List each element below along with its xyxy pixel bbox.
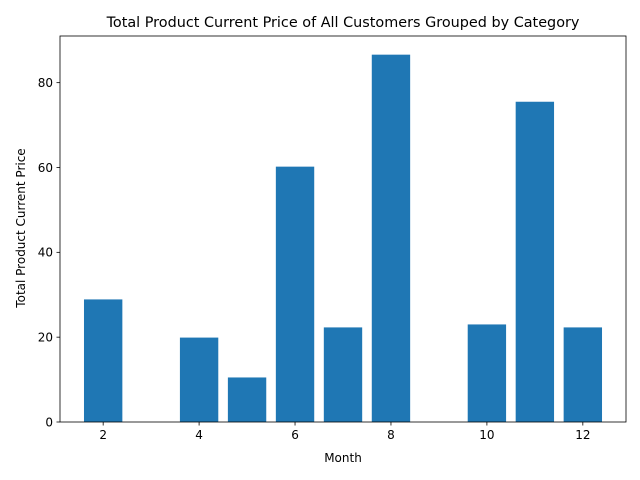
y-axis-label: Total Product Current Price bbox=[14, 148, 28, 308]
y-axis: 0 20 40 60 80 bbox=[38, 76, 60, 429]
y-tick-label: 60 bbox=[38, 161, 53, 175]
chart-title: Total Product Current Price of All Custo… bbox=[106, 15, 580, 31]
x-tick-label: 12 bbox=[575, 428, 590, 442]
x-tick-label: 2 bbox=[99, 428, 107, 442]
y-tick-label: 20 bbox=[38, 330, 53, 344]
bar-month-11 bbox=[515, 101, 555, 422]
bar-month-2 bbox=[83, 299, 123, 422]
x-tick-label: 4 bbox=[195, 428, 203, 442]
bar-month-5 bbox=[227, 377, 267, 422]
bar-month-4 bbox=[179, 337, 219, 422]
bar-month-8 bbox=[371, 54, 411, 423]
bar-month-6 bbox=[275, 166, 315, 422]
x-tick-label: 10 bbox=[479, 428, 494, 442]
x-tick-label: 6 bbox=[291, 428, 299, 442]
bars-group bbox=[83, 54, 603, 423]
y-tick-label: 80 bbox=[38, 76, 53, 90]
bar-month-7 bbox=[323, 327, 363, 422]
x-axis: 2 4 6 8 10 12 bbox=[99, 422, 590, 442]
y-tick-label: 0 bbox=[45, 415, 53, 429]
bar-month-12 bbox=[563, 327, 603, 422]
bar-month-10 bbox=[467, 324, 507, 422]
x-tick-label: 8 bbox=[387, 428, 395, 442]
x-axis-label: Month bbox=[324, 451, 362, 465]
y-tick-label: 40 bbox=[38, 246, 53, 260]
plot-frame bbox=[59, 35, 627, 423]
